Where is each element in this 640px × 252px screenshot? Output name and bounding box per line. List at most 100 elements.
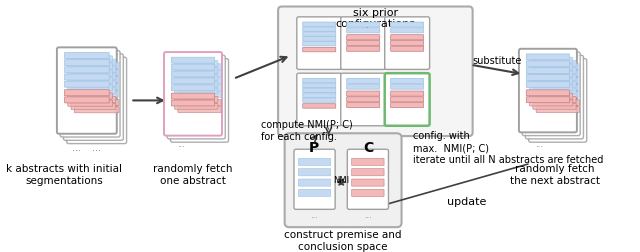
- FancyBboxPatch shape: [536, 92, 579, 98]
- FancyBboxPatch shape: [57, 48, 116, 134]
- FancyBboxPatch shape: [298, 179, 331, 186]
- FancyBboxPatch shape: [71, 88, 116, 94]
- FancyBboxPatch shape: [303, 89, 336, 93]
- FancyBboxPatch shape: [529, 65, 573, 71]
- FancyBboxPatch shape: [303, 84, 336, 88]
- FancyBboxPatch shape: [348, 150, 388, 209]
- FancyBboxPatch shape: [347, 36, 380, 41]
- FancyBboxPatch shape: [340, 74, 386, 126]
- FancyBboxPatch shape: [71, 104, 116, 110]
- Text: ...: ...: [72, 143, 81, 153]
- FancyBboxPatch shape: [529, 94, 573, 100]
- FancyBboxPatch shape: [303, 33, 336, 37]
- Text: substitute: substitute: [472, 56, 522, 66]
- Text: C: C: [363, 141, 373, 155]
- FancyBboxPatch shape: [74, 84, 119, 90]
- FancyBboxPatch shape: [533, 61, 576, 67]
- FancyBboxPatch shape: [172, 72, 214, 78]
- FancyBboxPatch shape: [74, 70, 119, 76]
- FancyBboxPatch shape: [68, 78, 113, 84]
- Text: ...: ...: [177, 140, 185, 148]
- FancyBboxPatch shape: [526, 69, 570, 74]
- FancyBboxPatch shape: [74, 92, 119, 98]
- FancyBboxPatch shape: [74, 77, 119, 83]
- FancyBboxPatch shape: [347, 85, 380, 90]
- FancyBboxPatch shape: [170, 59, 228, 143]
- FancyBboxPatch shape: [294, 150, 335, 209]
- FancyBboxPatch shape: [526, 55, 570, 60]
- FancyBboxPatch shape: [74, 100, 119, 106]
- FancyBboxPatch shape: [178, 78, 221, 84]
- Text: compute NMI(P; C)
for each config.: compute NMI(P; C) for each config.: [261, 120, 353, 141]
- FancyBboxPatch shape: [74, 63, 119, 69]
- FancyBboxPatch shape: [526, 97, 570, 103]
- FancyBboxPatch shape: [340, 18, 386, 70]
- FancyBboxPatch shape: [519, 50, 577, 133]
- FancyBboxPatch shape: [303, 104, 336, 109]
- FancyBboxPatch shape: [172, 94, 214, 100]
- FancyBboxPatch shape: [347, 79, 380, 84]
- FancyBboxPatch shape: [303, 28, 336, 32]
- FancyBboxPatch shape: [297, 74, 342, 126]
- Text: ...: ...: [535, 140, 543, 148]
- FancyBboxPatch shape: [65, 82, 109, 88]
- FancyBboxPatch shape: [529, 58, 573, 64]
- FancyBboxPatch shape: [390, 85, 424, 90]
- FancyBboxPatch shape: [71, 67, 116, 73]
- FancyBboxPatch shape: [68, 93, 113, 100]
- Text: construct premise and
conclusion space: construct premise and conclusion space: [284, 229, 401, 251]
- FancyBboxPatch shape: [536, 71, 579, 77]
- FancyBboxPatch shape: [71, 74, 116, 80]
- FancyBboxPatch shape: [352, 179, 384, 186]
- FancyBboxPatch shape: [347, 103, 380, 108]
- FancyBboxPatch shape: [298, 190, 331, 197]
- FancyBboxPatch shape: [529, 72, 573, 78]
- FancyBboxPatch shape: [303, 93, 336, 98]
- FancyBboxPatch shape: [536, 78, 579, 84]
- FancyBboxPatch shape: [172, 79, 214, 84]
- FancyBboxPatch shape: [529, 79, 573, 84]
- FancyBboxPatch shape: [63, 55, 124, 141]
- FancyBboxPatch shape: [390, 41, 424, 46]
- FancyBboxPatch shape: [303, 99, 336, 103]
- FancyBboxPatch shape: [178, 92, 221, 98]
- FancyBboxPatch shape: [390, 97, 424, 103]
- FancyBboxPatch shape: [526, 82, 570, 88]
- FancyBboxPatch shape: [533, 68, 576, 74]
- Text: NMI: NMI: [333, 175, 349, 184]
- Text: ...: ...: [92, 143, 101, 153]
- FancyBboxPatch shape: [67, 58, 127, 144]
- FancyBboxPatch shape: [303, 38, 336, 42]
- FancyBboxPatch shape: [303, 42, 336, 47]
- FancyBboxPatch shape: [385, 74, 429, 126]
- FancyBboxPatch shape: [172, 58, 214, 64]
- Text: config. with
max.  NMI(P; C)
iterate until all N abstracts are fetched: config. with max. NMI(P; C) iterate unti…: [413, 131, 603, 164]
- FancyBboxPatch shape: [347, 23, 380, 28]
- FancyBboxPatch shape: [347, 47, 380, 52]
- FancyBboxPatch shape: [303, 48, 336, 53]
- FancyBboxPatch shape: [385, 18, 429, 70]
- FancyBboxPatch shape: [297, 18, 342, 70]
- FancyBboxPatch shape: [529, 59, 587, 143]
- FancyBboxPatch shape: [65, 68, 109, 74]
- FancyBboxPatch shape: [529, 85, 573, 91]
- FancyBboxPatch shape: [74, 107, 119, 113]
- FancyBboxPatch shape: [536, 65, 579, 70]
- FancyBboxPatch shape: [172, 65, 214, 71]
- FancyBboxPatch shape: [175, 104, 218, 110]
- FancyBboxPatch shape: [390, 36, 424, 41]
- FancyBboxPatch shape: [164, 53, 222, 136]
- FancyBboxPatch shape: [347, 41, 380, 46]
- FancyBboxPatch shape: [522, 53, 580, 136]
- FancyBboxPatch shape: [526, 90, 570, 96]
- FancyBboxPatch shape: [68, 71, 113, 77]
- FancyBboxPatch shape: [68, 85, 113, 91]
- FancyBboxPatch shape: [347, 29, 380, 34]
- FancyBboxPatch shape: [278, 8, 472, 137]
- FancyBboxPatch shape: [526, 75, 570, 81]
- FancyBboxPatch shape: [390, 47, 424, 52]
- FancyBboxPatch shape: [68, 64, 113, 70]
- FancyBboxPatch shape: [352, 169, 384, 176]
- Text: k abstracts with initial
segmentations: k abstracts with initial segmentations: [6, 164, 122, 185]
- FancyBboxPatch shape: [68, 57, 113, 63]
